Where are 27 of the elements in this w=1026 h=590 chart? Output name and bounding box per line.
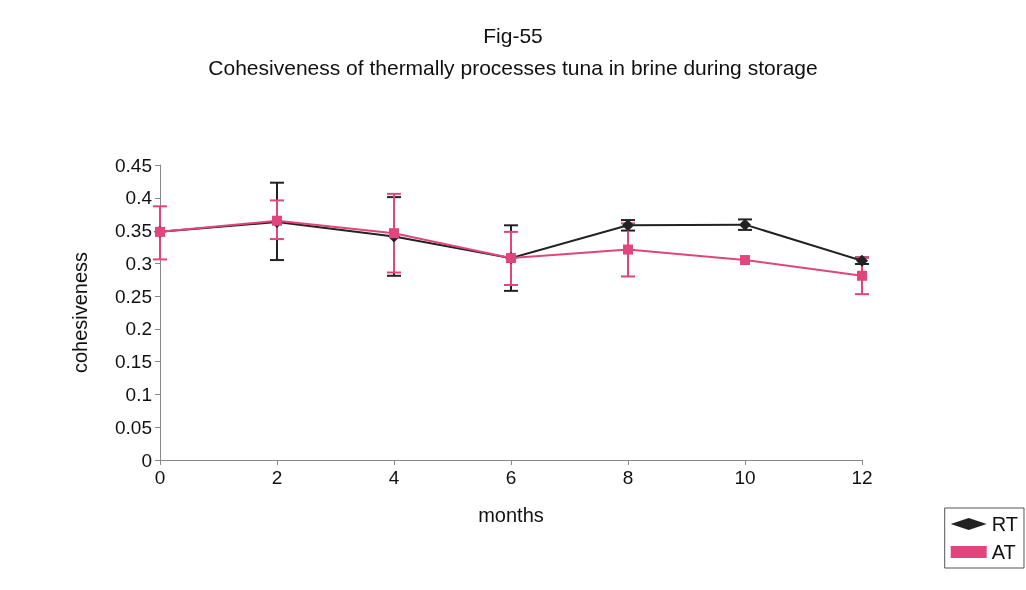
point <box>389 228 399 239</box>
y-axis-title: cohesiveness <box>69 251 91 374</box>
legend-label: RT <box>991 513 1019 535</box>
x-tick-label: 0 <box>154 467 166 488</box>
chart-title: Fig-55 <box>483 24 543 47</box>
point <box>623 244 633 255</box>
y-tick-label: 0.2 <box>125 318 152 340</box>
x-tick-label: 2 <box>271 467 283 488</box>
y-tick-label: 0.4 <box>125 187 153 209</box>
x-tick-label: 10 <box>734 467 756 488</box>
y-tick-label: 0.25 <box>115 285 152 307</box>
y-tick-label: 0.3 <box>125 252 152 274</box>
y-tick-label: 0.35 <box>115 220 152 242</box>
x-tick-label: 4 <box>388 467 400 488</box>
y-tick-label: 0.1 <box>125 383 152 405</box>
y-tick-label: 0.45 <box>115 154 152 176</box>
x-tick-label: 6 <box>505 467 517 488</box>
x-axis-title: months <box>478 504 544 526</box>
point <box>857 270 867 281</box>
x-tick-label: 12 <box>851 467 873 488</box>
chart-subtitle: Cohesiveness of thermally processes tuna in brine during storage <box>208 55 818 79</box>
y-tick-label: 0.05 <box>115 416 152 438</box>
point <box>740 255 750 266</box>
x-tick-label: 8 <box>622 467 634 488</box>
y-tick-label: 0.15 <box>115 351 152 373</box>
legend-label: AT <box>991 541 1016 563</box>
y-tick-label: 0 <box>141 449 152 471</box>
